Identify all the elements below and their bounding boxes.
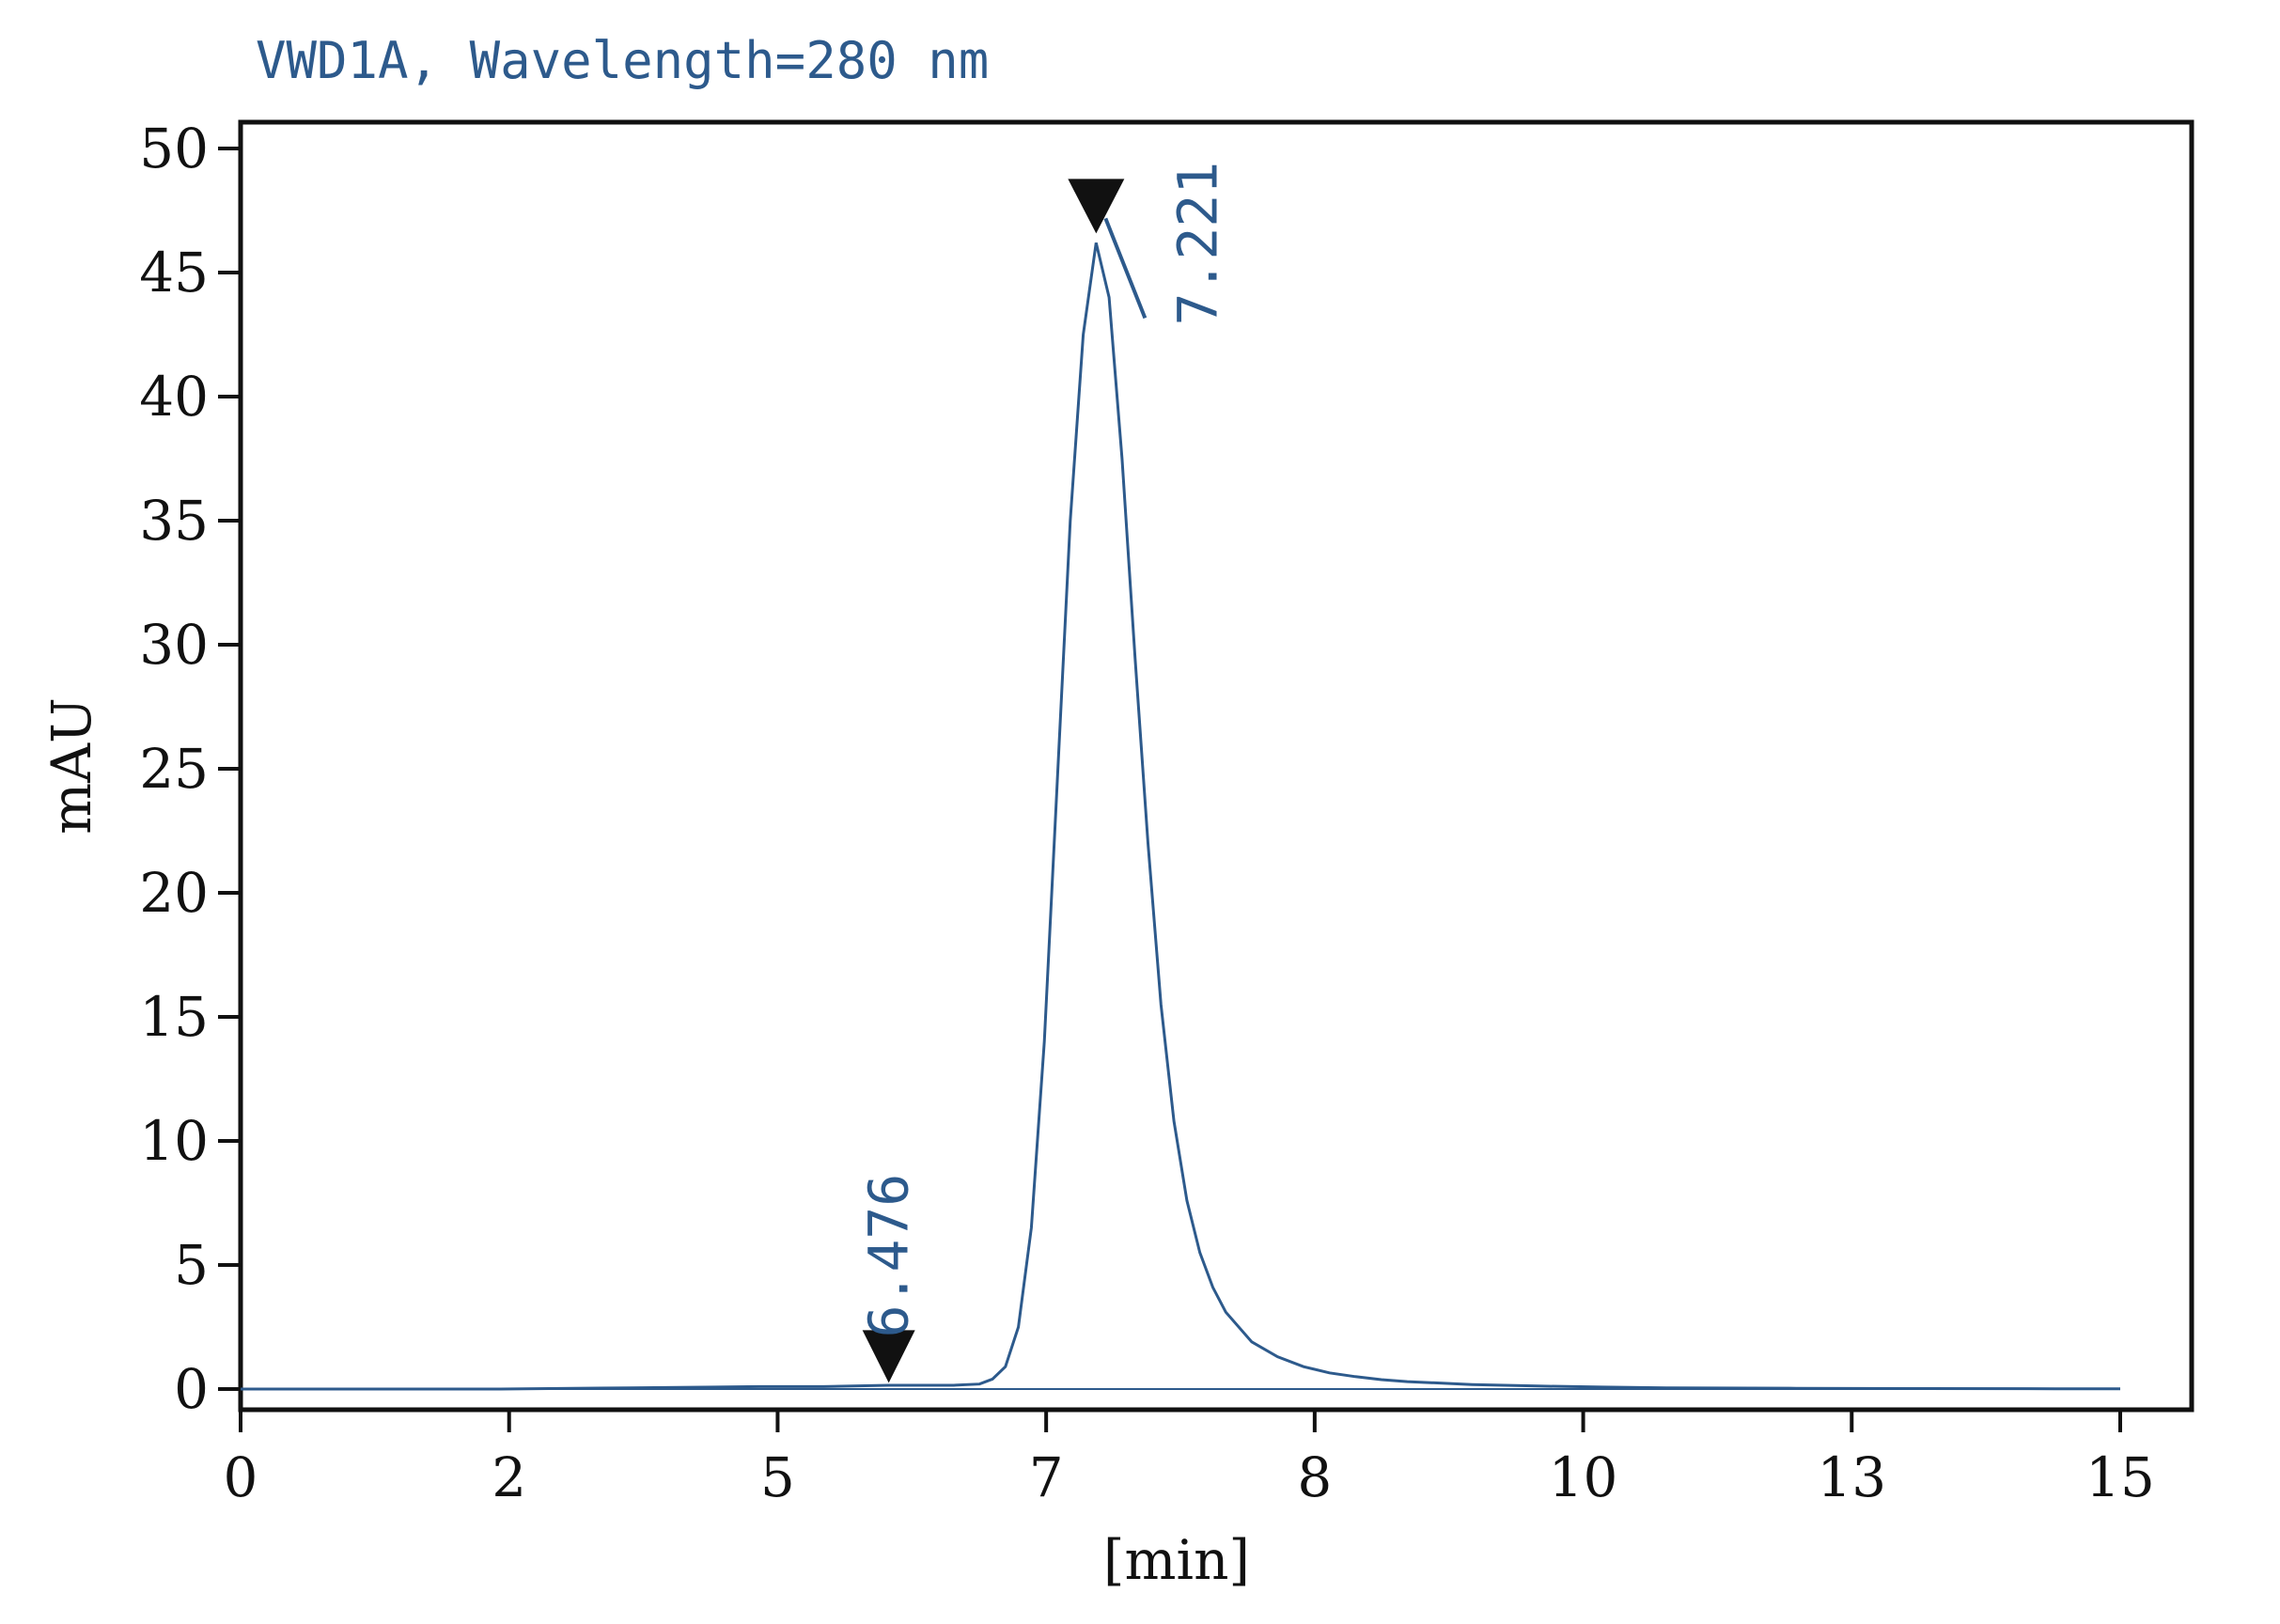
peak-marker-2: 7.221 <box>1068 162 1229 326</box>
y-tick-label: 5 <box>174 1233 209 1297</box>
x-tick-label: 0 <box>224 1445 258 1509</box>
y-axis: 0 5 10 15 20 25 30 35 40 45 50 <box>139 117 241 1421</box>
x-tick-label: 15 <box>2085 1445 2155 1509</box>
peak-marker-1-triangle <box>862 1330 915 1383</box>
y-tick-label: 30 <box>139 613 209 677</box>
x-tick-label: 10 <box>1549 1445 1618 1509</box>
y-axis-label: mAU <box>39 697 103 835</box>
y-tick-label: 45 <box>139 241 209 304</box>
y-tick-label: 25 <box>139 737 209 801</box>
x-tick-label: 5 <box>760 1445 795 1509</box>
y-tick-label: 0 <box>174 1357 209 1421</box>
y-tick-label: 50 <box>139 117 209 180</box>
y-tick-label: 15 <box>139 985 209 1049</box>
y-tick-label: 35 <box>139 489 209 553</box>
x-axis-label: [min] <box>1103 1528 1250 1592</box>
peak-marker-2-triangle <box>1068 179 1125 234</box>
y-tick-label: 20 <box>139 861 209 925</box>
x-tick-label: 13 <box>1817 1445 1886 1509</box>
peak-label-1: 6.476 <box>857 1174 921 1338</box>
peak-marker-1: 6.476 <box>857 1174 921 1383</box>
x-tick-label: 7 <box>1029 1445 1064 1509</box>
x-tick-label: 8 <box>1297 1445 1332 1509</box>
x-axis: 0 2 5 7 8 10 13 15 <box>224 1410 2155 1509</box>
y-tick-label: 10 <box>139 1109 209 1173</box>
y-tick-label: 40 <box>139 365 209 429</box>
peak-marker-2-tick <box>1103 217 1148 320</box>
plot-frame <box>238 119 2194 1413</box>
peak-label-2: 7.221 <box>1165 162 1229 326</box>
chart-title: VWD1A, Wavelength=280 nm <box>256 31 989 90</box>
chromatogram-trace <box>241 242 2120 1391</box>
x-tick-label: 2 <box>492 1445 526 1509</box>
